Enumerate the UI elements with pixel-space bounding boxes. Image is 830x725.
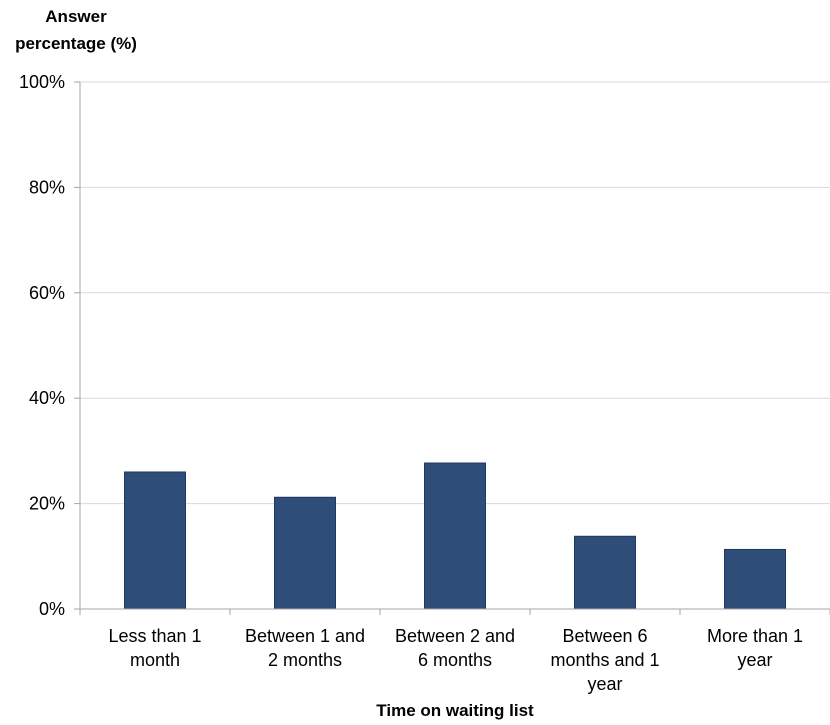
y-tick-label: 40% xyxy=(29,388,65,408)
y-axis-title-line: percentage (%) xyxy=(15,34,137,53)
y-tick-label: 20% xyxy=(29,494,65,514)
x-tick-label: More than 1 year xyxy=(707,626,803,670)
bar xyxy=(274,496,336,610)
x-tick-label-line: Between 2 and xyxy=(395,626,515,646)
y-axis-ticks: 0% 20% 40% 60% 80% 100% xyxy=(19,72,80,619)
x-tick-label-line: year xyxy=(737,650,772,670)
bar xyxy=(724,548,786,610)
x-tick-label: Between 1 and 2 months xyxy=(245,626,365,670)
bar xyxy=(124,471,186,610)
x-tick-label: Between 2 and 6 months xyxy=(395,626,515,670)
x-tick-label-line: month xyxy=(130,650,180,670)
x-tick-label-line: Less than 1 xyxy=(108,626,201,646)
x-tick-label-line: months and 1 xyxy=(550,650,659,670)
x-tick-label: Less than 1 month xyxy=(108,626,201,670)
axes xyxy=(79,82,830,615)
y-axis-title: Answer percentage (%) xyxy=(15,7,137,53)
x-tick-label-line: Between 1 and xyxy=(245,626,365,646)
bar xyxy=(574,535,636,610)
bar xyxy=(424,462,486,610)
y-tick-label: 80% xyxy=(29,177,65,197)
bars xyxy=(124,462,786,610)
gridlines xyxy=(80,81,830,505)
y-tick-label: 0% xyxy=(39,599,65,619)
x-tick-label-line: Between 6 xyxy=(562,626,647,646)
x-tick-label-line: More than 1 xyxy=(707,626,803,646)
y-tick-label: 100% xyxy=(19,72,65,92)
x-tick-label-line: 2 months xyxy=(268,650,342,670)
x-axis-title: Time on waiting list xyxy=(376,701,534,720)
x-tick-label-line: 6 months xyxy=(418,650,492,670)
x-tick-label-line: year xyxy=(587,674,622,694)
x-tick-label: Between 6 months and 1 year xyxy=(550,626,659,694)
y-tick-label: 60% xyxy=(29,283,65,303)
y-axis-title-line: Answer xyxy=(45,7,107,26)
